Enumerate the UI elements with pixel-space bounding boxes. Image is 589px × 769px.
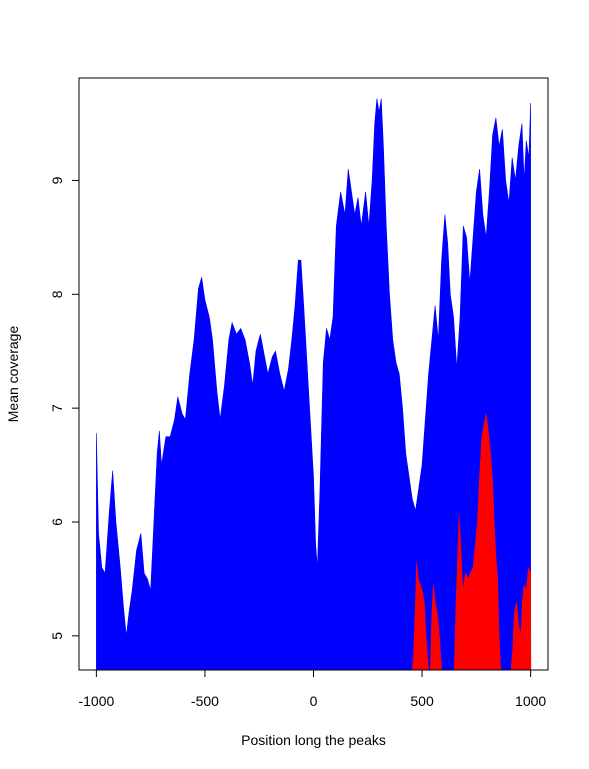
x-tick-label: -500 (191, 693, 219, 709)
y-tick-label: 7 (49, 404, 65, 412)
x-tick-label: 500 (410, 693, 434, 709)
y-tick-label: 5 (49, 632, 65, 640)
series-area-red (411, 413, 532, 670)
y-tick-label: 6 (49, 518, 65, 526)
y-axis-ticks: 5 6 7 8 9 (49, 176, 80, 640)
plot-area (96, 98, 532, 670)
y-tick-label: 9 (49, 176, 65, 184)
series-area-blue (96, 98, 531, 670)
x-tick-label: -1000 (78, 693, 114, 709)
y-axis-title: Mean coverage (5, 326, 21, 423)
x-axis-title: Position long the peaks (241, 732, 386, 748)
x-axis-ticks: -1000 -500 0 500 1000 (78, 670, 546, 709)
x-tick-label: 0 (310, 693, 318, 709)
y-tick-label: 8 (49, 290, 65, 298)
x-tick-label: 1000 (515, 693, 546, 709)
